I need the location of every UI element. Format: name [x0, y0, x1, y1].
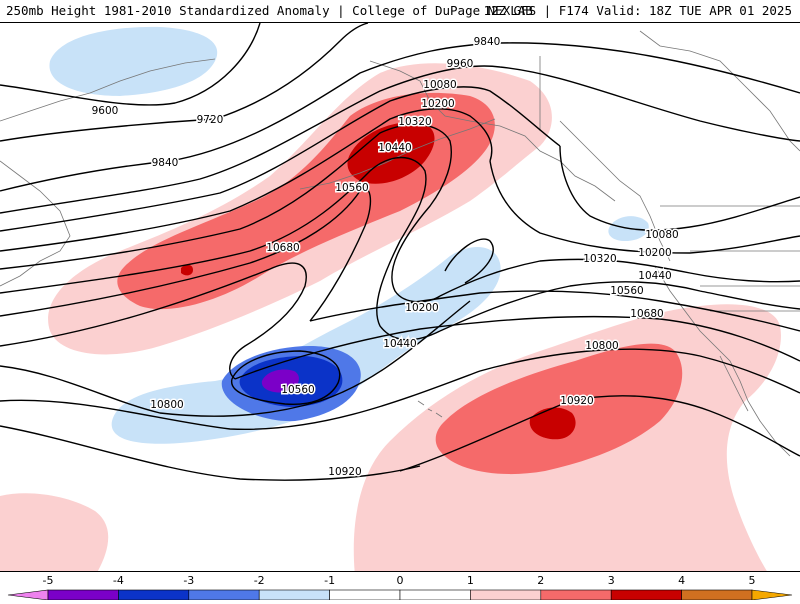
colorbar-swatches — [7, 589, 793, 601]
contour-10320-e — [439, 258, 800, 297]
contour-label: 10080 — [423, 79, 456, 91]
contour-10440-n — [0, 156, 441, 341]
colorbar-tick-label: -1 — [324, 574, 335, 587]
colorbar-swatch — [329, 589, 401, 601]
colorbar-tick-label: -3 — [183, 574, 194, 587]
contour-label: 10920 — [328, 466, 361, 478]
colorbar-tick-label: 2 — [537, 574, 544, 587]
contour-10800-w — [0, 300, 471, 417]
colorbar-arrow-left — [7, 589, 49, 601]
contour-label: 10560 — [281, 384, 314, 396]
map-title: 250mb Height 1981-2010 Standardized Anom… — [6, 3, 533, 18]
colorbar-tick-label: 0 — [397, 574, 404, 587]
colorbar-tick-label: 5 — [749, 574, 756, 587]
contour-9720 — [0, 23, 369, 142]
contour-10560-low — [231, 350, 341, 406]
colorbar-tick-label: 4 — [678, 574, 685, 587]
contour-label: 10680 — [266, 242, 299, 254]
coast-baja — [719, 355, 749, 412]
contour-label: 10200 — [405, 302, 438, 314]
contour-9960 — [0, 65, 800, 214]
contour-10680 — [0, 262, 307, 380]
fill-pos3-alaska — [347, 122, 435, 184]
colorbar-swatch — [188, 589, 260, 601]
contour-label: 10080 — [645, 229, 678, 241]
contour-label: 9960 — [447, 58, 474, 70]
contour-10440-e — [439, 281, 800, 332]
contour-10560-n — [0, 187, 372, 322]
contour-10200-cut — [444, 238, 494, 284]
colorbar-tick-label: -5 — [43, 574, 54, 587]
fill-pos3-south — [529, 407, 576, 440]
contour-label: 10800 — [150, 399, 183, 411]
fill-neg4 — [261, 369, 299, 393]
anomaly-fills — [0, 26, 781, 571]
colorbar-swatch — [258, 589, 330, 601]
colorbar-arrow-right — [751, 589, 793, 601]
colorbar-tick-label: -4 — [113, 574, 124, 587]
colorbar-tick-label: 3 — [608, 574, 615, 587]
contour-label: 9840 — [474, 36, 501, 48]
colorbar-tick-label: -2 — [254, 574, 265, 587]
contour-label: 10320 — [398, 116, 431, 128]
hawaii-islands — [417, 400, 443, 418]
colorbar-swatch — [47, 589, 119, 601]
fill-neg1-center — [111, 246, 501, 444]
colorbar-swatch — [399, 589, 471, 601]
height-contours — [0, 23, 800, 481]
contour-label: 10800 — [585, 340, 618, 352]
coast-bc — [559, 120, 671, 262]
contour-9600 — [0, 23, 261, 106]
contour-label: 10560 — [335, 182, 368, 194]
contour-10200-n — [0, 108, 493, 252]
contour-labels: 9600 9720 9840 9840 9960 10080 10200 103… — [90, 35, 680, 480]
contour-10080-e — [559, 145, 800, 231]
coast-hudson — [639, 30, 800, 152]
coast-kamchatka — [0, 160, 71, 287]
contour-label: 10200 — [421, 98, 454, 110]
run-info: 12Z GFS | F174 Valid: 18Z TUE APR 01 202… — [483, 3, 792, 18]
contour-label: 9720 — [197, 114, 224, 126]
contour-10680-e — [234, 315, 800, 380]
contour-label: 10920 — [560, 395, 593, 407]
contour-label: 9600 — [92, 105, 119, 117]
map-panel: 9600 9720 9840 9840 9960 10080 10200 103… — [0, 22, 800, 572]
map-svg: 9600 9720 9840 9840 9960 10080 10200 103… — [0, 23, 800, 571]
contour-10920-e — [399, 395, 800, 472]
contour-10920-w — [0, 425, 421, 481]
fill-pos1-lowerleft — [0, 493, 109, 571]
colorbar: -5 -4 -3 -2 -1 0 1 2 3 4 5 — [0, 572, 800, 601]
colorbar-swatch — [681, 589, 753, 601]
colorbar-swatch — [118, 589, 190, 601]
contour-label: 9840 — [152, 157, 179, 169]
border-lines — [539, 56, 800, 312]
colorbar-swatch — [470, 589, 542, 601]
colorbar-tick-label: 1 — [467, 574, 474, 587]
colorbar-swatch — [610, 589, 682, 601]
contour-10080-n — [0, 86, 561, 232]
colorbar-ticks: -5 -4 -3 -2 -1 0 1 2 3 4 5 — [43, 574, 756, 587]
contour-10560-e — [309, 290, 800, 332]
contour-label: 10560 — [610, 285, 643, 297]
contour-label: 10440 — [378, 142, 411, 154]
coast-alaska — [369, 60, 616, 202]
header: 250mb Height 1981-2010 Standardized Anom… — [0, 0, 800, 22]
contour-10200-e — [489, 160, 800, 254]
contour-9840-w — [0, 42, 800, 192]
contour-label: 10440 — [383, 338, 416, 350]
contour-label: 10200 — [638, 247, 671, 259]
colorbar-swatch — [540, 589, 612, 601]
fill-neg1-topleft — [49, 26, 218, 96]
contour-label: 10320 — [583, 253, 616, 265]
contour-label: 10680 — [630, 308, 663, 320]
contour-label: 10440 — [638, 270, 671, 282]
contour-10800-e — [0, 348, 800, 431]
coast-siberia — [0, 58, 216, 122]
colorbar-svg: -5 -4 -3 -2 -1 0 1 2 3 4 5 — [7, 574, 793, 601]
contour-10320-n — [0, 123, 452, 303]
fill-pos3-dot — [181, 264, 193, 276]
